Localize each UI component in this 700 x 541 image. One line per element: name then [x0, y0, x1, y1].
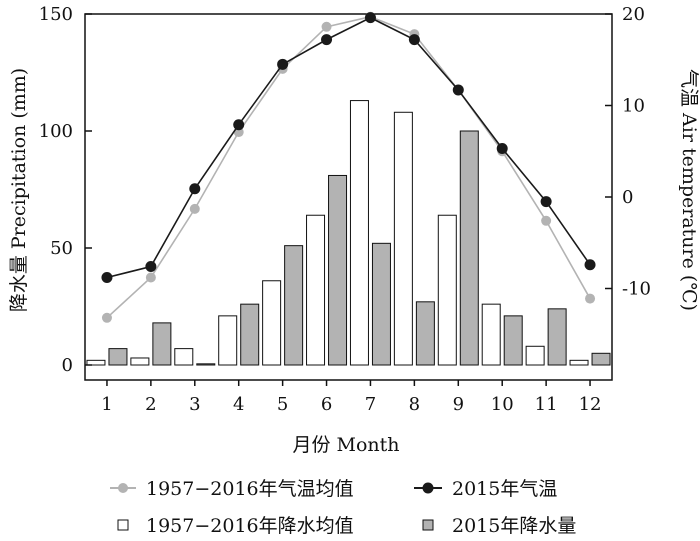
x-tick-label: 2: [145, 394, 156, 415]
x-tick-label: 7: [365, 394, 376, 415]
point-2015-temp: [277, 58, 289, 70]
legend-item-avg-precip: 1957−2016年降水均值: [117, 515, 354, 537]
bar-2015-precip: [284, 245, 304, 366]
bar-avg-precip: [174, 348, 194, 366]
x-tick-label: 10: [491, 394, 514, 415]
bar-2015-precip: [415, 301, 435, 366]
bar-2015-precip: [547, 308, 567, 366]
bar-avg-precip: [306, 214, 326, 366]
y-left-tick-label: 150: [39, 4, 73, 25]
bar-avg-precip: [393, 111, 413, 366]
point-2015-temp: [408, 34, 420, 46]
bar-avg-precip: [349, 100, 369, 366]
bar-avg-precip: [525, 345, 545, 366]
y-left-tick-label: 100: [39, 121, 73, 142]
x-tick-label: 6: [321, 394, 332, 415]
bar-2015-precip: [591, 352, 611, 366]
bar-2015-precip: [240, 303, 260, 366]
x-tick-label: 9: [453, 394, 464, 415]
bar-avg-precip: [437, 214, 457, 366]
legend-avg-precip-swatch: [117, 519, 129, 531]
legend-avg-temp-marker: [118, 483, 128, 493]
y-left-tick-label: 50: [50, 238, 73, 259]
point-2015-temp: [452, 84, 464, 96]
legend: 1957−2016年气温均值 2015年气温 1957−2016年降水均值 20…: [110, 478, 576, 537]
x-tick-label: 5: [277, 394, 288, 415]
bar-avg-precip: [569, 359, 589, 366]
legend-2015-temp-marker: [422, 482, 434, 494]
point-2015-temp: [145, 261, 157, 273]
bar-2015-precip: [196, 363, 216, 366]
legend-2015-temp-label: 2015年气温: [452, 478, 557, 500]
y-right-tick-label: 20: [622, 4, 645, 25]
bar-avg-precip: [481, 303, 501, 366]
point-2015-temp: [321, 34, 333, 46]
point-2015-temp: [233, 119, 245, 131]
point-avg-temp: [585, 293, 596, 304]
bar-avg-precip: [218, 315, 238, 366]
x-tick-label: 8: [409, 394, 420, 415]
bar-avg-precip: [86, 359, 106, 366]
bar-2015-precip: [152, 322, 172, 366]
point-2015-temp: [189, 183, 201, 195]
x-tick-label: 1: [101, 394, 112, 415]
legend-2015-precip-label: 2015年降水量: [452, 515, 576, 537]
point-avg-temp: [145, 272, 156, 283]
point-avg-temp: [321, 21, 332, 32]
point-2015-temp: [584, 259, 596, 271]
legend-avg-precip-label: 1957−2016年降水均值: [146, 515, 354, 537]
legend-item-2015-precip: 2015年降水量: [422, 515, 576, 537]
bar-2015-precip: [371, 242, 391, 366]
point-avg-temp: [541, 215, 552, 226]
y-left-axis-title: 降水量 Precipitation (mm): [8, 68, 30, 312]
x-tick-label: 4: [233, 394, 244, 415]
line-avg-temp: [106, 15, 591, 319]
bar-2015-precip: [503, 315, 523, 366]
x-tick-label: 11: [535, 394, 558, 415]
x-tick-label: 3: [189, 394, 200, 415]
lines-layer: [101, 11, 596, 323]
bar-2015-precip: [108, 348, 128, 366]
point-2015-temp: [496, 143, 508, 155]
legend-item-avg-temp: 1957−2016年气温均值: [110, 478, 354, 500]
legend-avg-temp-label: 1957−2016年气温均值: [146, 478, 354, 500]
y-right-axis-title: 气温 Air temperature (℃): [678, 69, 700, 311]
legend-item-2015-temp: 2015年气温: [414, 478, 557, 500]
point-2015-temp: [540, 196, 552, 208]
bar-2015-precip: [328, 174, 348, 366]
bars-layer: [86, 100, 611, 366]
x-axis-title: 月份 Month: [292, 434, 399, 456]
legend-2015-precip-swatch: [422, 519, 434, 531]
bar-2015-precip: [459, 130, 479, 366]
line-2015-temp: [106, 16, 591, 279]
y-right-tick-label: -10: [622, 279, 651, 300]
y-right-tick-label: 0: [622, 187, 633, 208]
bar-avg-precip: [130, 357, 150, 366]
y-left-tick-label: 0: [62, 355, 73, 376]
point-avg-temp: [189, 203, 200, 214]
bar-avg-precip: [262, 280, 282, 366]
point-2015-temp: [101, 272, 113, 284]
y-right-tick-label: 10: [622, 96, 645, 117]
x-tick-label: 12: [579, 394, 602, 415]
point-2015-temp: [364, 12, 376, 24]
point-avg-temp: [101, 312, 112, 323]
